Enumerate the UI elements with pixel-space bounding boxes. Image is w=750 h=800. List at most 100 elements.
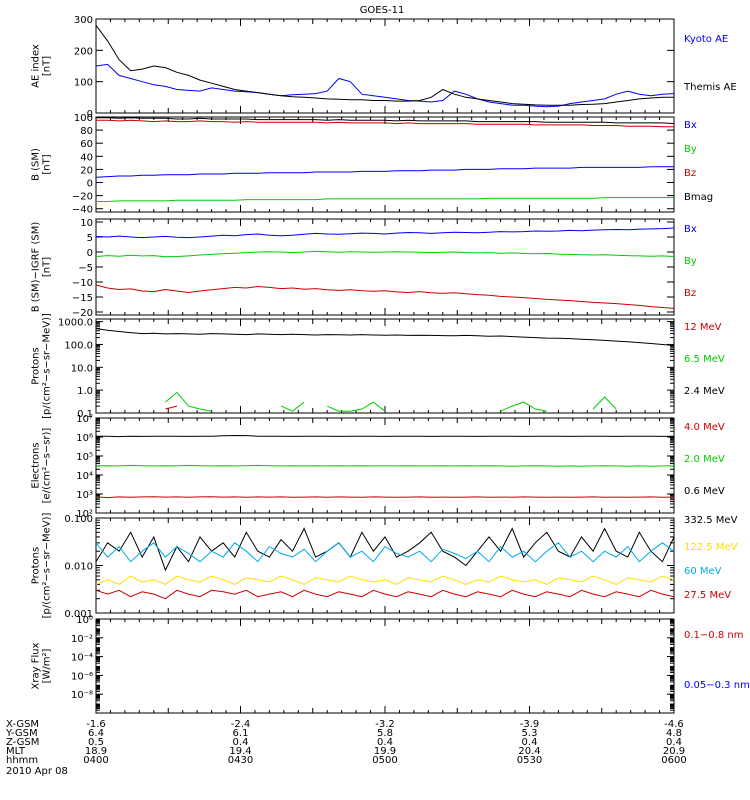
- series-line-b-igrf-0: [95, 227, 675, 239]
- y-tick-label: 0.001: [64, 609, 93, 620]
- orbit-value: 0.4: [377, 737, 393, 748]
- panel-protons-low: 0.1 1.0 10.0 100.0 1000.0 Protons [p/(cm²−s−sr…: [31, 313, 725, 420]
- orbit-value: 19.4: [229, 746, 251, 757]
- orbit-row-label: Z-GSM: [6, 737, 39, 748]
- orbit-value: 6.4: [88, 728, 104, 739]
- series-line-protons-low-2: [95, 328, 675, 346]
- orbit-table: X-GSM -1.6 -2.4 -3.2 -3.9 -4.6 Y-GSM 6.4 6.1 5.8 5…: [5, 719, 687, 766]
- y-tick-label: −15: [72, 293, 93, 304]
- series-line-b-sm-1: [96, 197, 674, 202]
- orbit-value: 19.9: [374, 746, 396, 757]
- y-axis-label: [nT]: [42, 56, 53, 76]
- orbit-value: -1.6: [86, 719, 106, 730]
- y-tick-label: 200: [74, 46, 93, 57]
- y-axis-label: Electrons: [31, 442, 42, 488]
- orbit-value: -3.2: [375, 719, 395, 730]
- y-tick-label: −20: [72, 192, 93, 203]
- orbit-row-label: Y-GSM: [5, 728, 38, 739]
- y-axis-label: [p/(cm²−s−sr−MeV)]: [42, 512, 53, 618]
- y-tick-label: 100: [74, 78, 93, 89]
- y-tick-label: 60: [80, 139, 93, 150]
- legend-entry: 0.6 MeV: [684, 486, 725, 497]
- plot-frame: [95, 18, 675, 114]
- series-line-protons-high-2: [95, 542, 675, 563]
- y-tick-label: −10: [72, 278, 93, 289]
- series-line-protons-high-3: [95, 589, 675, 600]
- legend-entry: Themis AE: [683, 82, 737, 93]
- date-label: 2010 Apr 08: [6, 766, 68, 777]
- series-line-protons-high-0: [95, 527, 675, 572]
- series-line-protons-high-1: [95, 575, 675, 585]
- y-tick-label: 0: [87, 248, 93, 259]
- series-line-protons-low-1: [165, 392, 651, 411]
- legend-entry: Bx: [684, 120, 697, 131]
- legend-entry: 27.5 MeV: [684, 590, 731, 601]
- legend-entry: Bz: [684, 288, 696, 299]
- orbit-value: 0.4: [666, 737, 682, 748]
- y-tick-label: 10⁷: [76, 414, 93, 425]
- y-axis-label: Xray Flux: [31, 642, 42, 689]
- y-tick-label: −5: [78, 263, 93, 274]
- y-tick-label: 5: [87, 233, 93, 244]
- plot-frame: [95, 618, 675, 714]
- orbit-value: 5.3: [522, 728, 538, 739]
- plot-frame: [95, 517, 675, 614]
- y-axis-label: [p/(cm²−s−sr−MeV)]: [42, 313, 53, 419]
- series-line-b-igrf-1: [95, 250, 675, 258]
- series-line-protons-low-0: [165, 406, 627, 409]
- y-tick-label: 10⁶: [76, 433, 93, 444]
- y-tick-label: 10⁻⁶: [71, 671, 93, 682]
- y-tick-label: 300: [74, 15, 93, 26]
- y-axis-label: B (SM): [31, 148, 42, 181]
- orbit-value: -4.6: [664, 719, 684, 730]
- y-tick-label: 10: [80, 218, 93, 229]
- y-tick-label: 0.100: [64, 514, 93, 525]
- legend-entry: 332.5 MeV: [684, 515, 738, 526]
- plot-frame: [95, 218, 675, 316]
- panel-b-igrf: −20 −15 −10 −5 0 5 10 B (SM)−IGRF (SM) [nT] Bx By B…: [31, 218, 697, 319]
- y-tick-label: 10⁵: [76, 452, 93, 463]
- y-tick-label: −40: [72, 205, 93, 216]
- orbit-value: 18.9: [85, 746, 107, 757]
- orbit-value: 0430: [228, 755, 253, 766]
- orbit-value: 0500: [372, 755, 397, 766]
- series-line-electrons-0: [95, 496, 675, 499]
- y-tick-label: 40: [80, 152, 93, 163]
- y-axis-label: AE index: [31, 44, 42, 88]
- orbit-value: 0400: [83, 755, 108, 766]
- y-axis-label: [W/m²]: [42, 648, 53, 683]
- orbit-value: 4.8: [666, 728, 682, 739]
- series-line-electrons-1: [95, 464, 674, 467]
- legend-entry: 2.0 MeV: [684, 454, 725, 465]
- panel-electrons: 10² 10³ 10⁴ 10⁵ 10⁶ 10⁷ Electrons [e/(cm²−s−sr)…: [31, 414, 725, 520]
- orbit-value: 6.1: [233, 728, 249, 739]
- y-tick-label: 10⁻²: [71, 634, 93, 645]
- series-line-electrons-2: [96, 434, 675, 438]
- orbit-value: 0.4: [522, 737, 538, 748]
- legend-entry: 12 MeV: [684, 322, 722, 333]
- legend-entry: 0.1−0.8 nm: [684, 630, 743, 641]
- series-line-ae-0: [95, 63, 675, 108]
- orbit-value: -2.4: [231, 719, 251, 730]
- y-tick-label: 100.0: [64, 340, 93, 351]
- panel-xray: 10⁻⁸ 10⁻⁶ 10⁻⁴ 10⁻² 10⁰ Xray Flux [W/m²] 0.1−0.…: [31, 615, 750, 714]
- orbit-value: 0530: [517, 755, 542, 766]
- orbit-row-label: MLT: [6, 746, 26, 757]
- y-axis-label: [e/(cm²−s−sr)]: [42, 428, 53, 504]
- y-tick-label: 1.0: [77, 386, 93, 397]
- y-tick-label: 100: [74, 113, 93, 124]
- panel-b-sm: −40 −20 0 20 40 60 80 100 B (SM) [nT] Bx By Bz Bmag: [31, 113, 714, 216]
- y-tick-label: 1000.0: [58, 318, 93, 329]
- legend-entry: Bmag: [684, 192, 713, 203]
- y-tick-label: 20: [80, 165, 93, 176]
- series-line-ae-1: [95, 25, 674, 106]
- legend-entry: By: [684, 256, 697, 267]
- legend-entry: By: [684, 144, 697, 155]
- y-tick-label: 0: [87, 109, 93, 120]
- y-tick-label: 0: [87, 179, 93, 190]
- series-line-b-sm-0: [95, 166, 674, 178]
- y-tick-label: 0.1: [77, 409, 93, 420]
- legend-entry: Kyoto AE: [684, 34, 728, 45]
